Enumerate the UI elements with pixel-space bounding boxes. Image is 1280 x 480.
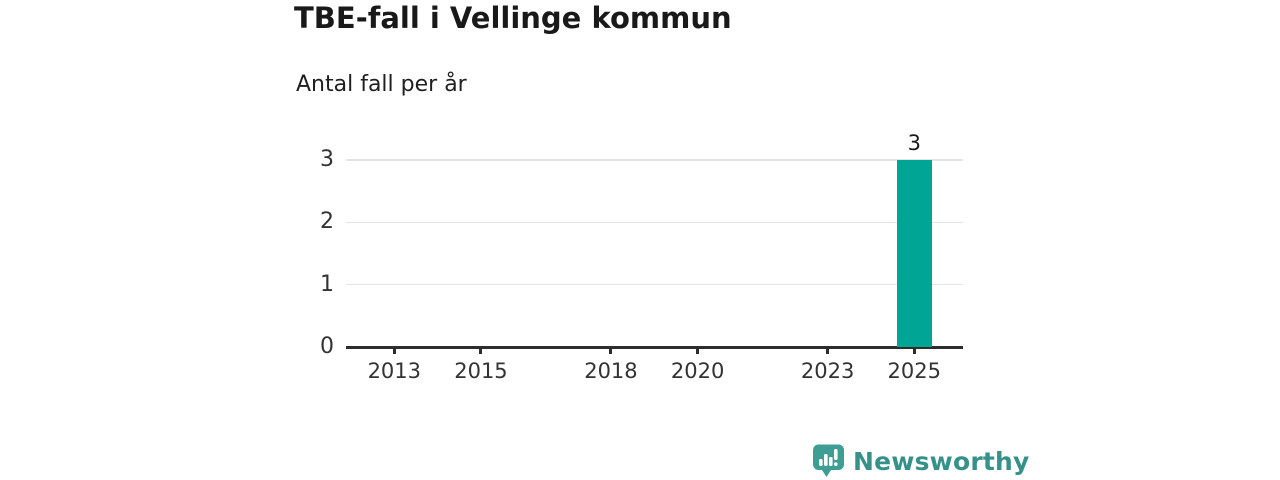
bar-2025 [896,160,932,347]
gridline-y-2 [346,221,963,224]
plot-area: 0 1 2 3 2013 2015 2018 2020 2023 2025 3 [320,130,963,383]
bar-value-label-2025: 3 [907,131,921,155]
logo-bar-2 [824,454,828,466]
x-axis-label-2018: 2018 [584,359,638,383]
logo-bar-3 [829,457,833,466]
x-axis-label-2013: 2013 [367,359,422,383]
logo-bar-1 [819,459,823,466]
x-axis-tick-2023 [826,347,830,354]
logo-exclamation-line [834,449,838,460]
x-axis-tick-2018 [609,347,613,354]
chart-subtitle: Antal fall per år [296,72,467,97]
chart-title: TBE-fall i Vellinge kommun [294,1,732,35]
x-axis-tick-2020 [696,347,700,354]
y-axis-label-3: 3 [320,147,334,172]
x-axis-label-2020: 2020 [670,359,725,383]
x-axis-label-2023: 2023 [800,359,855,383]
gridline-y-3 [346,159,963,161]
x-axis-tick-2015 [479,347,483,354]
gridline-y-1 [346,283,963,286]
newsworthy-logo-icon [813,444,844,477]
y-axis-label-1: 1 [320,271,334,297]
newsworthy-logo-text: Newsworthy [853,446,1030,476]
x-axis-label-2025: 2025 [887,359,941,383]
x-axis-tick-2025 [912,347,916,354]
x-axis-line [346,345,963,349]
y-axis-label-0: 0 [320,334,334,359]
x-axis-label-2015: 2015 [454,359,508,383]
logo-exclamation-dot [834,462,838,466]
newsworthy-logo: Newsworthy [812,444,1030,478]
x-axis-tick-2013 [392,347,396,354]
logo-bubble-shape [813,444,844,477]
y-axis-label-2: 2 [320,209,334,235]
